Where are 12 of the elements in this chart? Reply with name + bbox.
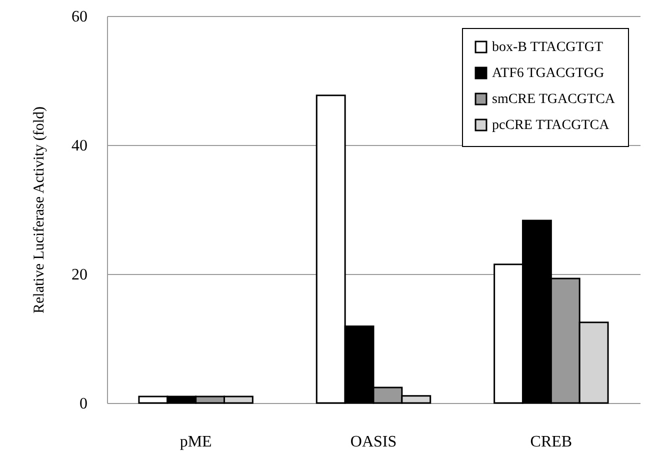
y-tick-label: 20 bbox=[72, 266, 88, 284]
legend-label: ATF6 TGACGTGG bbox=[492, 66, 604, 81]
legend-label: smCRE TGACGTCA bbox=[492, 92, 616, 107]
x-tick-label: pME bbox=[180, 434, 212, 450]
y-tick-label: 60 bbox=[72, 8, 88, 26]
legend-label: box-B TTACGTGT bbox=[492, 40, 604, 55]
x-tick-label: CREB bbox=[530, 434, 572, 450]
x-tick-label: OASIS bbox=[350, 434, 397, 450]
y-tick-label: 0 bbox=[80, 396, 88, 412]
legend-label: pcCRE TTACGTCA bbox=[492, 118, 610, 133]
y-axis-title: Relative Luciferase Activity (fold) bbox=[32, 106, 48, 314]
y-tick-label: 40 bbox=[72, 138, 88, 154]
